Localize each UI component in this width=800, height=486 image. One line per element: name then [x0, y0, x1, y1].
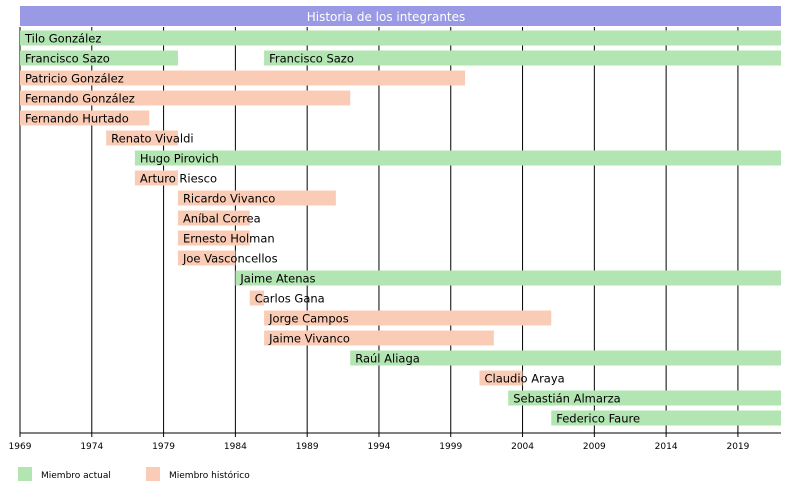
bar-18-1	[479, 370, 523, 386]
bar-label-1-1: Tilo González	[24, 32, 101, 46]
tick-label-2009: 2009	[583, 442, 606, 452]
bar-2-1	[20, 50, 178, 66]
bar-9-1	[177, 190, 336, 206]
bar-4-1	[20, 90, 351, 106]
tick-label-1974: 1974	[80, 442, 103, 452]
grid-lines	[19, 27, 739, 433]
bar-13-1	[235, 270, 781, 286]
bar-label-18-1: Claudio Araya	[484, 372, 564, 386]
bar-5-1	[20, 110, 150, 126]
tick-label-2004: 2004	[511, 442, 534, 452]
bar-20-1	[551, 410, 781, 426]
bar-8-1	[134, 170, 178, 186]
bar-2-2	[264, 50, 781, 66]
bar-label-20-1: Federico Faure	[556, 412, 640, 426]
chart-title-bar	[20, 6, 781, 26]
bar-label-13-1: Jaime Atenas	[239, 272, 315, 286]
tick-label-1984: 1984	[224, 442, 247, 452]
bar-17-1	[350, 350, 781, 366]
legend: Miembro actual Miembro histórico	[18, 467, 250, 481]
bar-3-1	[20, 70, 466, 86]
bar-10-1	[177, 210, 250, 226]
bar-label-6-1: Renato Vivaldi	[111, 132, 193, 146]
bar-label-4-1: Fernando González	[25, 92, 135, 106]
legend-label-current: Miembro actual	[41, 471, 111, 481]
bar-14-1	[249, 290, 265, 306]
tick-label-1979: 1979	[152, 442, 175, 452]
bar-label-17-1: Raúl Aliaga	[355, 352, 420, 366]
tick-label-1999: 1999	[439, 442, 462, 452]
bar-label-2-2: Francisco Sazo	[269, 52, 354, 66]
bar-label-3-1: Patricio González	[25, 72, 124, 86]
legend-swatch-former	[146, 467, 160, 481]
bar-label-2-1: Francisco Sazo	[25, 52, 110, 66]
bar-19-1	[508, 390, 781, 406]
bar-16-1	[264, 330, 494, 346]
bar-label-9-1: Ricardo Vivanco	[183, 192, 275, 206]
chart-title: Historia de los integrantes	[307, 10, 466, 24]
bar-11-1	[177, 230, 250, 246]
legend-swatch-current	[18, 467, 32, 481]
member-bars: Tilo González Francisco Sazo Francisco Saz…	[20, 30, 781, 426]
tick-label-1969: 1969	[9, 442, 32, 452]
bar-label-10-1: Aníbal Correa	[183, 212, 261, 226]
bar-label-8-1: Arturo Riesco	[140, 172, 217, 186]
bar-label-11-1: Ernesto Holman	[183, 232, 275, 246]
bar-label-16-1: Jaime Vivanco	[268, 332, 350, 346]
bar-label-7-1: Hugo Pirovich	[140, 152, 219, 166]
tick-label-1989: 1989	[296, 442, 319, 452]
bar-15-1	[264, 310, 552, 326]
tick-label-1994: 1994	[368, 442, 391, 452]
bar-label-14-1: Carlos Gana	[255, 292, 325, 306]
legend-label-former: Miembro histórico	[169, 470, 250, 481]
x-axis: 1969 1974 1979 1984 1989 1994 1999 2004 2009 2014…	[9, 432, 781, 452]
bar-1-1	[20, 30, 781, 46]
tick-label-2019: 2019	[726, 442, 749, 452]
bar-6-1	[106, 130, 178, 146]
bar-label-19-1: Sebastián Almarza	[513, 392, 621, 406]
bar-12-1	[177, 250, 236, 266]
bar-7-1	[134, 150, 781, 166]
bar-label-5-1: Fernando Hurtado	[25, 112, 129, 126]
bar-label-15-1: Jorge Campos	[268, 312, 349, 326]
bar-label-12-1: Joe Vasconcellos	[182, 252, 278, 266]
tick-label-2014: 2014	[655, 442, 678, 452]
